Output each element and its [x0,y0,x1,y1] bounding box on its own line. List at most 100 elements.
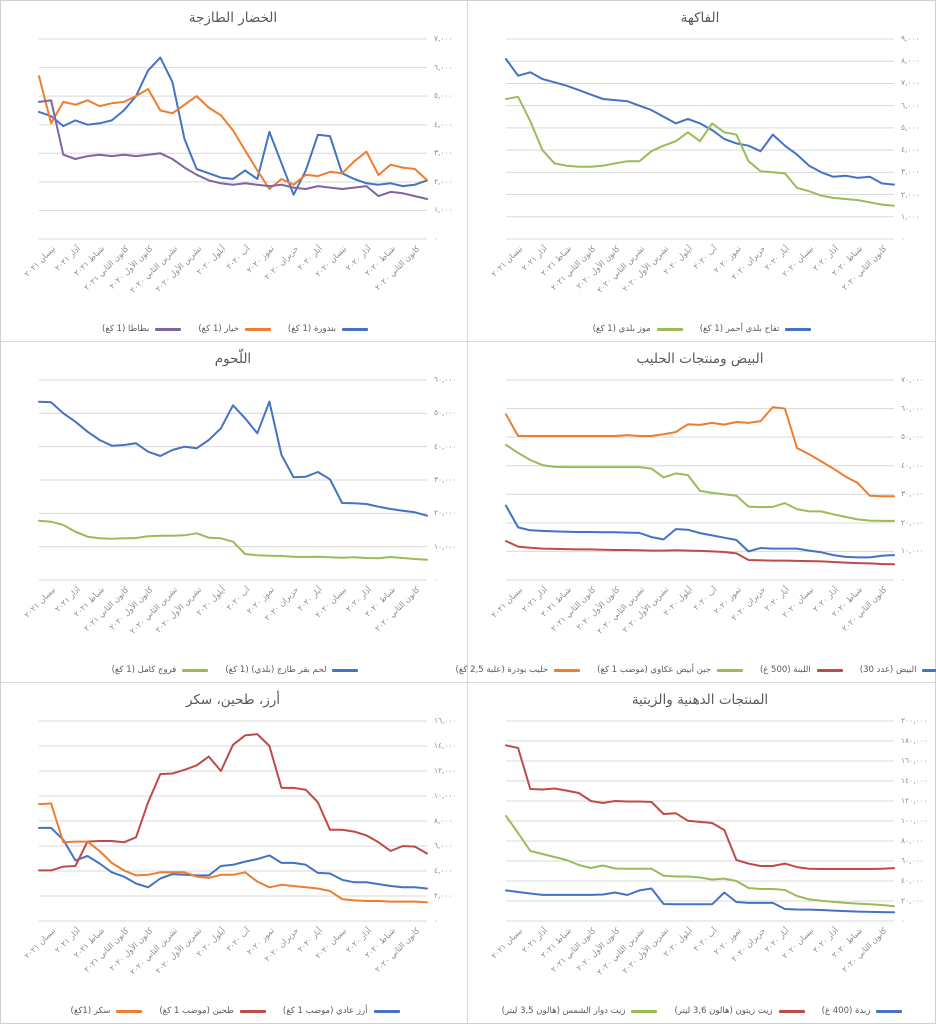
series-line [505,443,895,522]
y-axis-label: ٥,٠٠٠ [901,122,920,132]
series-line [505,58,895,186]
y-axis-label: ٢,٠٠٠ [434,891,453,901]
x-axis-label: نيسان ٢٠٢١ [489,585,525,620]
y-axis-label: ١٠,٠٠٠ [434,791,457,801]
series-line [38,733,428,872]
y-axis-label: ١٢٠,٠٠٠ [901,796,928,806]
legend-line-marker [778,1009,805,1013]
legend-item: بندورة (1 كغ) [288,324,368,334]
series-line [505,95,895,207]
chart-title: الخضار الطازجة [188,10,278,26]
legend-item: موز بلدي (1 كغ) [593,324,683,334]
legend-label: البيض (عدد 30) [859,665,917,675]
series-line [505,744,895,870]
legend-item: اللبنة (500 غ) [760,665,843,675]
y-axis-label: ٦٠,٠٠٠ [901,856,924,866]
chart-title: المنتجات الدهنية والزيتية [631,692,769,708]
y-axis-label: ٤,٠٠٠ [901,145,920,155]
y-axis-label: ٦,٠٠٠ [434,841,453,851]
plot-area [38,38,428,240]
legend-line-marker [182,668,209,672]
series-line [38,99,428,200]
series-line [38,826,428,890]
y-axis-label: ٢٠٠,٠٠٠ [901,716,928,726]
legend-item: زبدة (400 غ) [822,1006,903,1016]
legend-item: زيت زيتون (هالون 3,6 ليتر) [674,1006,805,1016]
y-axis-label: ٤٠,٠٠٠ [434,441,457,451]
legend-line-marker [116,1009,143,1013]
legend: تفاح بلدي أحمر (1 كغ) موز بلدي (1 كغ) [478,324,926,334]
y-axis-label: ١٦,٠٠٠ [434,716,457,726]
legend: البيض (عدد 30) اللبنة (500 غ) جبن أبيض عكا… [456,665,936,675]
y-axis-label: ٦,٠٠٠ [901,100,920,110]
x-axis-label: نيسان ٢٠٢١ [22,926,58,961]
legend-label: تفاح بلدي أحمر (1 كغ) [699,324,780,334]
series-line [38,519,428,561]
y-axis-label: ٥٠,٠٠٠ [434,408,457,418]
y-axis-label: ٢,٠٠٠ [434,176,453,186]
legend-line-marker [631,1009,658,1013]
legend-item: تفاح بلدي أحمر (1 كغ) [700,324,812,334]
legend: لحم بقر طازج (بلدي) (1 كغ) فروج كامل (1 ك… [11,665,459,675]
legend-label: سكر (1كغ) [70,1006,111,1016]
chart-eggs-dairy: البيض ومنتجات الحليب ٠ ١٠,٠٠٠ ٢٠,٠٠٠ ٣٠,٠٠٠… [456,342,936,683]
y-axis-label: ٠ [434,575,439,585]
y-axis-label: ٣,٠٠٠ [434,148,453,158]
x-axis-label: كانون الثاني ٢٠٢٠ [373,244,422,293]
legend-label: موز بلدي (1 كغ) [592,324,651,334]
y-axis-label: ٥,٠٠٠ [434,91,453,101]
y-axis-label: ١٦٠,٠٠٠ [901,756,928,766]
y-axis-label: ١,٠٠٠ [901,211,920,221]
y-axis-label: ٧,٠٠٠ [901,78,920,88]
legend: بندورة (1 كغ) خيار (1 كغ) بطاطا (1 كغ) [11,324,459,334]
legend-item: البيض (عدد 30) [860,665,936,675]
plot-area [505,38,895,240]
legend-item: أرز عادي (موضب 1 كغ) [283,1006,400,1016]
legend-item: سكر (1كغ) [71,1006,143,1016]
legend-line-marker [554,668,581,672]
x-axis-label: كانون الثاني ٢٠٢٠ [840,244,889,293]
legend-label: أرز عادي (موضب 1 كغ) [282,1006,368,1016]
y-axis-label: ٢٠,٠٠٠ [434,508,457,518]
legend-line-marker [922,668,936,672]
legend-line-marker [239,1009,266,1013]
legend-line-marker [332,668,359,672]
legend-line-marker [342,327,368,331]
y-axis-label: ١,٠٠٠ [434,205,453,215]
y-axis-label: ٠ [434,916,439,926]
y-axis-label: ٤,٠٠٠ [434,866,453,876]
series-line [505,406,895,498]
legend-label: زبدة (400 غ) [821,1006,871,1016]
legend-label: بندورة (1 كغ) [287,324,336,334]
series-line [505,887,895,914]
legend: أرز عادي (موضب 1 كغ) طحين (موضب 1 كغ) سكر … [11,1006,459,1016]
series-line [38,400,428,517]
x-axis-label: كانون الثاني ٢٠٢٠ [373,585,422,634]
plot-area [38,379,428,581]
y-axis-label: ٦٠,٠٠٠ [434,375,457,385]
y-axis-label: ٢,٠٠٠ [901,189,920,199]
series-line [505,815,895,908]
legend-label: اللبنة (500 غ) [759,665,811,675]
y-axis-label: ٧٠,٠٠٠ [901,375,924,385]
y-axis-label: ١٠,٠٠٠ [901,546,924,556]
y-axis-label: ٢٠,٠٠٠ [901,896,924,906]
legend-item: لحم بقر طازج (بلدي) (1 كغ) [225,665,359,675]
plot-area [38,720,428,922]
y-axis-label: ١٠,٠٠٠ [434,541,457,551]
x-axis-label: كانون الثاني ٢٠٢٠ [373,926,422,975]
y-axis-label: ٠ [901,234,906,244]
y-axis-label: ٠ [901,916,906,926]
y-axis-label: ٥٠,٠٠٠ [901,432,924,442]
x-axis-label: كانون الثاني ٢٠٢٠ [840,926,889,975]
y-axis-label: ٤٠,٠٠٠ [901,876,924,886]
y-axis-label: ٦٠,٠٠٠ [901,403,924,413]
legend-line-marker [373,1009,400,1013]
legend-label: بطاطا (1 كغ) [102,324,150,334]
series-line [505,504,895,559]
legend-line-marker [816,668,843,672]
legend-line-marker [656,327,683,331]
y-axis-label: ٣,٠٠٠ [901,167,920,177]
legend-label: لحم بقر طازج (بلدي) (1 كغ) [225,665,327,675]
